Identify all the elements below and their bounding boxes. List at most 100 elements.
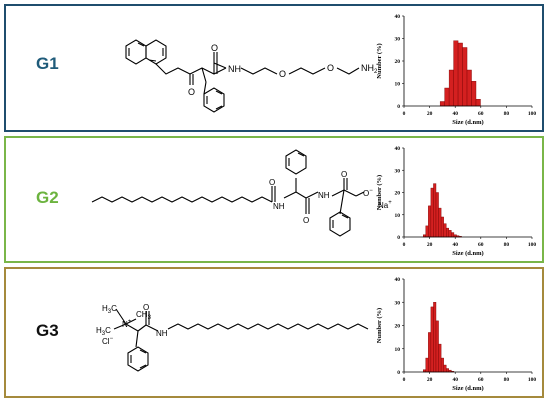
histogram-bar [443,223,447,238]
histogram-bar [451,232,455,238]
histogram-bar [448,69,454,107]
histogram-bar [462,47,468,107]
x-tick-label: 40 [452,242,458,248]
histogram-bar [433,183,437,238]
atom-o2: O [211,43,218,53]
y-tick-label: 0 [397,235,400,241]
y-tick-label: 20 [395,324,401,330]
y-tick-label: 10 [395,347,401,353]
structure-g3: H3C CH3 N+ H3C Cl− O NH [96,303,369,372]
atom-o2: O [303,216,309,225]
panel-g1: G1 O O NH O O NH2 0 20 40 60 80 100 0 1 [4,4,544,132]
atom-nh2: NH2 [361,63,378,75]
x-axis-label: Size (d.nm) [452,385,483,392]
size-distribution-chart-g3: 0 20 40 60 80 100 0 10 20 30 40 Size (d.nm) Number (… [376,277,537,392]
y-tick-label: 0 [397,370,400,376]
x-tick-label: 100 [528,111,537,117]
atom-cl-minus: Cl− [102,336,114,346]
histogram-bar [457,42,463,107]
histogram-bar [440,216,444,238]
atom-h3c-left: H3C [96,326,111,337]
size-distribution-chart-g2: 0 20 40 60 80 100 0 10 20 30 40 Size (d.nm) Number (… [376,146,537,257]
histogram-bar [466,69,472,107]
histogram-bar [448,230,452,238]
histogram-bar [428,205,432,238]
atom-o1: O [188,87,195,97]
atom-o-minus: O− [363,188,373,198]
x-axis-label: Size (d.nm) [452,250,483,257]
x-tick-label: 80 [504,111,510,117]
atom-nh1: NH [273,202,285,211]
x-tick-label: 0 [403,111,406,117]
y-tick-label: 30 [395,168,401,174]
y-tick-label: 40 [395,146,401,152]
histogram-bar [471,81,477,107]
atom-o1: O [269,178,275,187]
compound-label-g3: G3 [36,321,59,340]
x-tick-label: 100 [528,242,537,248]
x-tick-label: 60 [478,242,484,248]
x-tick-label: 80 [504,377,510,383]
histogram-bar [425,225,429,238]
y-axis-label: Number (%) [376,43,383,78]
x-tick-label: 60 [478,111,484,117]
atom-na-plus: Na+ [378,200,392,210]
atom-o3: O [279,69,286,79]
structure-g2: O NH NH O O O− Na+ [91,149,392,237]
y-tick-label: 10 [395,82,401,88]
histogram-bar [446,368,449,373]
panel-g3: G3 H3C CH3 N+ H3C Cl− O NH 0 20 40 60 80 100 0… [4,267,544,398]
y-tick-label: 30 [395,37,401,43]
histogram-bar [435,320,439,373]
histogram-bar [444,87,450,107]
histogram-bar [428,332,432,373]
histogram-bar [438,343,442,373]
atom-nh: NH [156,329,168,338]
atom-o: O [143,303,149,312]
histogram-bar [430,306,434,373]
x-tick-label: 40 [452,111,458,117]
x-tick-label: 40 [452,377,458,383]
atom-nh: NH [228,64,241,74]
y-tick-label: 10 [395,213,401,219]
x-tick-label: 20 [427,111,433,117]
histogram-bar [475,99,481,107]
histogram-bar [443,364,447,373]
x-tick-label: 80 [504,242,510,248]
x-tick-label: 20 [427,377,433,383]
histogram-bar [439,101,445,107]
histogram-bar [430,187,434,238]
atom-o3: O [341,170,347,179]
compound-label-g1: G1 [36,54,59,73]
atom-ch3: CH3 [136,310,152,321]
y-tick-label: 0 [397,104,400,110]
structure-g1: O O NH O O NH2 [125,39,378,113]
panel-g2: G2 O NH NH O O O− Na+ 0 20 40 60 80 100 0 10 20 3… [4,136,544,263]
x-axis-label: Size (d.nm) [452,119,483,126]
y-axis-label: Number (%) [376,308,383,343]
y-tick-label: 30 [395,300,401,306]
y-axis-label: Number (%) [376,175,383,210]
y-tick-label: 20 [395,191,401,197]
x-tick-label: 0 [403,242,406,248]
histogram-bar [425,357,429,373]
histogram-bar [433,302,437,373]
atom-h3c-top: H3C [102,304,117,315]
histogram-bar [453,40,459,107]
x-tick-label: 20 [427,242,433,248]
histogram-bar [440,357,444,373]
histogram-bar [446,227,449,238]
y-tick-label: 20 [395,59,401,65]
size-distribution-chart-g1: 0 20 40 60 80 100 0 10 20 30 40 Size (d.nm) Number (… [376,14,537,126]
atom-o4: O [327,63,334,73]
y-tick-label: 40 [395,14,401,20]
compound-label-g2: G2 [36,188,59,207]
histogram-bar [435,192,439,238]
atom-nh2: NH [318,191,330,200]
atom-n-plus: N+ [122,319,132,329]
y-tick-label: 40 [395,277,401,283]
histogram-bar [438,207,442,238]
x-tick-label: 0 [403,377,406,383]
x-tick-label: 60 [478,377,484,383]
x-tick-label: 100 [528,377,537,383]
